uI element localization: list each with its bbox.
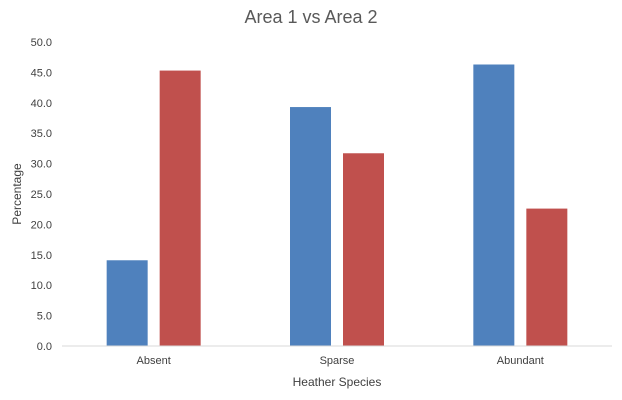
y-axis-ticks: 0.0 5.0 10.0 15.0 20.0 25.0 30.0 35.0 40.0 45.0 50…: [31, 37, 52, 353]
bar-abundant-series-1: [473, 64, 515, 346]
x-tick-label-abundant: Abundant: [497, 355, 544, 367]
y-tick-label: 35.0: [31, 128, 52, 140]
y-tick-label: 0.0: [37, 341, 52, 353]
y-tick-label: 25.0: [31, 189, 52, 201]
bar-abundant-series-2: [526, 208, 568, 346]
x-tick-label-absent: Absent: [137, 355, 171, 367]
y-tick-label: 5.0: [37, 311, 52, 323]
y-axis-label: Percentage: [10, 163, 24, 225]
bar-absent-series-2: [159, 70, 201, 347]
bar-sparse-series-2: [343, 153, 384, 346]
y-tick-label: 50.0: [31, 37, 52, 49]
x-axis-ticks: Absent Sparse Abundant: [137, 355, 544, 367]
y-tick-label: 10.0: [31, 280, 52, 292]
x-axis-label: Heather Species: [293, 375, 382, 389]
y-tick-label: 20.0: [31, 219, 52, 231]
bar-absent-series-1: [106, 260, 148, 346]
y-tick-label: 40.0: [31, 98, 52, 110]
y-tick-label: 30.0: [31, 159, 52, 171]
y-tick-label: 45.0: [31, 67, 52, 79]
y-tick-label: 15.0: [31, 250, 52, 262]
x-tick-label-sparse: Sparse: [320, 355, 355, 367]
chart-title: Area 1 vs Area 2: [244, 7, 377, 27]
bar-sparse-series-1: [290, 107, 331, 346]
bars: [106, 64, 568, 347]
